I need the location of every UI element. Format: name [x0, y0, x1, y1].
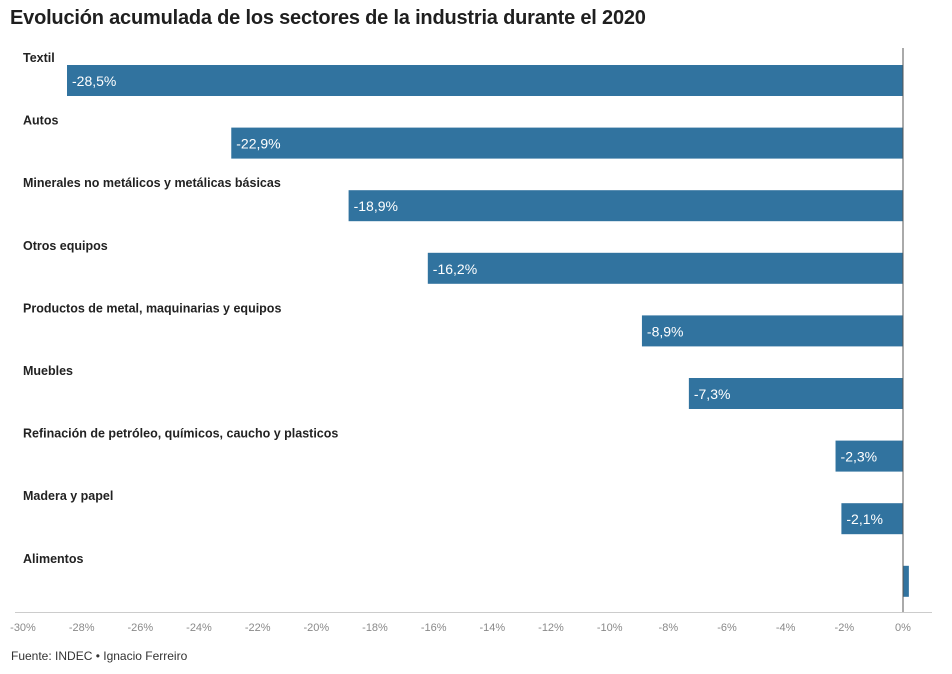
- value-label: -7,3%: [694, 386, 731, 402]
- value-label: -18,9%: [354, 198, 398, 214]
- bar: [688, 378, 903, 409]
- x-tick-label: -30%: [10, 622, 36, 634]
- x-tick-label: -26%: [127, 622, 153, 634]
- x-tick-label: -22%: [245, 622, 271, 634]
- bar: [641, 315, 903, 347]
- x-tick-label: -2%: [835, 622, 855, 634]
- category-label: Textil: [23, 51, 55, 65]
- x-tick-label: -14%: [479, 622, 505, 634]
- value-label: -28,5%: [72, 73, 116, 89]
- category-label: Madera y papel: [23, 489, 113, 503]
- category-label: Productos de metal, maquinarias y equipo…: [23, 301, 281, 315]
- x-tick-label: -10%: [597, 622, 623, 634]
- bar: [231, 127, 903, 159]
- x-tick-label: -16%: [421, 622, 447, 634]
- category-label: Minerales no metálicos y metálicas básic…: [23, 176, 281, 190]
- x-tick-label: -18%: [362, 622, 388, 634]
- x-tick-label: -12%: [538, 622, 564, 634]
- x-tick-label: -4%: [776, 622, 796, 634]
- source-note: Fuente: INDEC • Ignacio Ferreiro: [11, 649, 188, 663]
- value-label: -16,2%: [433, 261, 477, 277]
- bar: [903, 565, 909, 597]
- category-label: Refinación de petróleo, químicos, caucho…: [23, 427, 338, 441]
- category-label: Autos: [23, 114, 58, 128]
- value-label: -8,9%: [647, 323, 684, 339]
- bar: [348, 190, 904, 222]
- category-label: Alimentos: [23, 552, 83, 566]
- x-axis: -30% -28% -26% -24% -22% -20% -18% -16% -14% -12%…: [10, 48, 932, 634]
- bar: [835, 440, 903, 472]
- x-tick-label: -28%: [69, 622, 95, 634]
- category-label: Otros equipos: [23, 239, 108, 253]
- x-tick-label: -6%: [717, 622, 737, 634]
- labels-layer: Textil -28,5% Autos -22,9% Minerales no metá…: [23, 51, 883, 566]
- x-tick-label: -24%: [186, 622, 212, 634]
- bar: [427, 252, 903, 284]
- value-label: -2,3%: [841, 449, 878, 465]
- x-tick-label: -20%: [303, 622, 329, 634]
- value-label: -22,9%: [236, 136, 280, 152]
- chart-title: Evolución acumulada de los sectores de l…: [10, 7, 646, 29]
- category-label: Muebles: [23, 364, 73, 378]
- x-tick-label: 0%: [895, 622, 911, 634]
- bar: [841, 503, 903, 535]
- value-label: -2,1%: [846, 511, 883, 527]
- bars-layer: [67, 65, 909, 597]
- x-tick-label: -8%: [659, 622, 679, 634]
- bar: [67, 65, 903, 96]
